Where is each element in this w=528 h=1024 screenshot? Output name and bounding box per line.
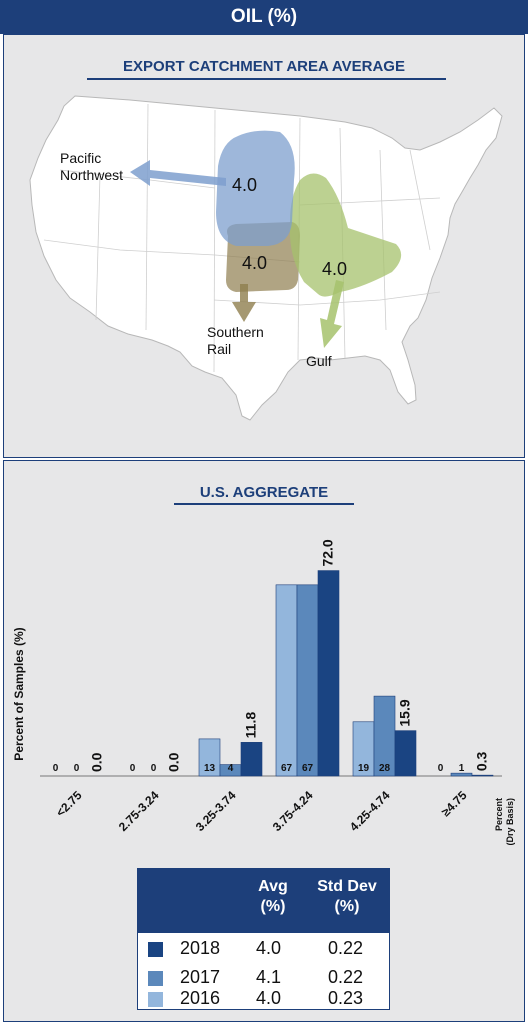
bar-label-2017-2: 4 [228, 763, 234, 774]
map-title-rule [87, 78, 446, 80]
legend-avg: 4.0 [256, 988, 282, 1008]
x-axis-label-line-1: (Dry Basis) [505, 798, 515, 846]
southern-rail-value: 4.0 [242, 253, 268, 273]
bar-2017-5 [450, 772, 473, 777]
bar-label-2016-3: 67 [281, 763, 293, 774]
bar-label-2018-1: 0.0 [166, 752, 182, 772]
pacific-northwest-region [216, 130, 295, 246]
bar-label-2016-0: 0 [53, 763, 59, 774]
bar-label-2017-5: 1 [459, 763, 465, 774]
legend-std: 0.23 [328, 988, 364, 1008]
bar-2016-3 [275, 584, 298, 777]
bar-2018-3 [317, 570, 340, 777]
bar-label-2017-4: 28 [379, 763, 391, 774]
legend-year: 2018 [180, 938, 221, 958]
legend-avg: 4.0 [256, 938, 282, 958]
category-label-0: <2.75 [53, 788, 85, 820]
legend-std: 0.22 [328, 967, 364, 987]
legend-std: 0.22 [328, 938, 364, 958]
header-avg: Avg (%) [258, 878, 288, 915]
bar-2018-5 [471, 774, 494, 777]
legend-year: 2016 [180, 988, 221, 1008]
x-axis-label-line-0: Percent [494, 798, 504, 831]
y-axis-label: Percent of Samples (%) [12, 627, 26, 760]
gulf-value: 4.0 [322, 259, 348, 279]
legend-table: Avg (%) Std Dev (%) 2018 4.0 0.22 2017 4… [137, 868, 390, 1010]
bar-label-2016-2: 13 [204, 763, 216, 774]
header-std-dev: Std Dev (%) [317, 878, 377, 915]
chart-title: U.S. AGGREGATE [199, 484, 329, 501]
category-label-4: 4.25-4.74 [347, 788, 393, 834]
bar-2016-2 [198, 738, 221, 777]
us-map [29, 95, 503, 421]
bar-2018-2 [240, 742, 263, 777]
pacific-northwest-value: 4.0 [232, 175, 258, 195]
southern-rail-label: Southern Rail [207, 324, 264, 357]
bar-2018-4 [394, 730, 417, 777]
chart-title-rule [174, 503, 354, 505]
bar-2017-3 [296, 584, 319, 777]
category-label-5: ≥4.75 [439, 788, 470, 819]
legend-row-2018: 2018 4.0 0.22 [138, 936, 389, 962]
bar-label-2016-4: 19 [358, 763, 370, 774]
legend-avg: 4.1 [256, 967, 282, 987]
legend-swatch [148, 992, 163, 1007]
gulf-arrow-icon [320, 280, 344, 348]
legend-table-header: Avg (%) Std Dev (%) [138, 869, 389, 933]
southern-rail-arrow-icon [232, 284, 256, 322]
category-label-1: 2.75-3.24 [116, 788, 162, 834]
legend-swatch [148, 942, 163, 957]
map-section-title: EXPORT CATCHMENT AREA AVERAGE [123, 58, 405, 75]
bar-label-2018-5: 0.3 [474, 751, 490, 771]
gulf-region [289, 173, 402, 297]
gulf-label: Gulf [306, 353, 332, 369]
bar-label-2018-0: 0.0 [89, 752, 105, 772]
pnw-arrow-icon [130, 160, 226, 186]
bar-label-2018-2: 11.8 [243, 712, 259, 739]
bar-label-2017-0: 0 [74, 763, 80, 774]
category-label-3: 3.75-4.24 [270, 788, 316, 834]
bar-label-2018-4: 15.9 [397, 699, 413, 726]
category-label-2: 3.25-3.74 [193, 788, 239, 834]
legend-row-2016: 2016 4.0 0.23 [138, 986, 389, 1012]
legend-row-2017: 2017 4.1 0.22 [138, 965, 389, 991]
legend-year: 2017 [180, 967, 221, 987]
page-title: OIL (%) [0, 0, 528, 34]
bar-label-2017-3: 67 [302, 763, 314, 774]
bar-label-2016-5: 0 [438, 763, 444, 774]
bar-chart: Percent of Samples (%)0 0 0.0<2.750 0 0.02.7… [12, 539, 515, 846]
bar-label-2016-1: 0 [130, 763, 136, 774]
legend-swatch [148, 971, 163, 986]
bar-label-2017-1: 0 [151, 763, 157, 774]
bar-label-2018-3: 72.0 [320, 539, 336, 566]
pacific-northwest-label: Pacific Northwest [60, 150, 124, 183]
